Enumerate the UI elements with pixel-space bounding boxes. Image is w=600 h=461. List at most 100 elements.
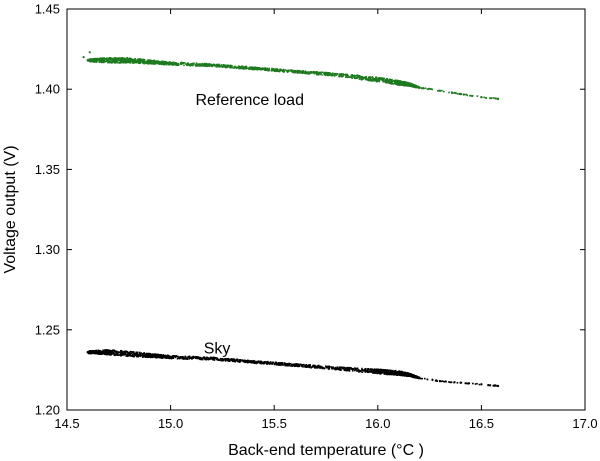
cloud-point [294,71,296,74]
cloud-point [227,64,229,67]
cloud-point [328,366,331,369]
cloud-point [98,61,101,63]
cloud-point [212,358,214,360]
cloud-point [123,61,125,64]
y-tick-label: 1.40 [35,82,60,97]
cloud-point [238,65,240,68]
cloud-point [213,63,216,66]
cloud-point [136,61,139,64]
cloud-point [250,68,252,71]
cloud-point [186,64,188,67]
cloud-point [134,354,137,356]
cloud-point [413,86,416,88]
cloud-point [128,353,130,355]
cloud-point [306,71,309,74]
cloud-point [369,78,372,80]
cloud-point [222,66,224,68]
cloud-point [266,363,268,365]
cloud-point [344,74,347,76]
cloud-point [205,63,208,65]
cloud-point [93,351,96,354]
cloud-point [250,66,252,69]
cloud-point [226,359,229,362]
cloud-point [148,59,151,61]
cloud-point [254,68,257,71]
cloud-point [104,58,106,60]
cloud-point [142,355,145,357]
cloud-point [111,350,114,352]
cloud-point [135,355,138,358]
cloud-point [90,351,93,353]
cloud-point [326,365,329,368]
cloud-point [193,62,195,65]
cloud-point [124,59,127,61]
cloud-point [365,78,368,81]
cloud-point [138,58,141,61]
cloud-point [311,366,313,368]
cloud-point [395,374,398,376]
cloud-point [364,371,367,373]
cloud-point [302,364,304,366]
cloud-point [402,84,405,86]
cloud-point [139,354,142,357]
cloud-point [369,370,372,372]
cloud-point [227,65,230,68]
cloud-point [251,66,253,68]
cloud-point [207,357,209,359]
cloud-point [128,59,131,61]
cloud-point [202,65,204,67]
x-tick-label: 16.0 [365,416,390,431]
cloud-point [138,354,141,357]
cloud-point [480,96,483,98]
cloud-point [337,368,340,371]
cloud-point [261,68,264,71]
cloud-point [115,353,117,356]
cloud-point [341,75,343,78]
cloud-point [387,370,390,372]
cloud-point [471,95,473,98]
cloud-point [330,367,333,369]
cloud-point [219,357,222,360]
cloud-point [197,64,200,67]
cloud-point [164,354,167,357]
cloud-point [358,77,361,80]
cloud-point [322,72,325,74]
cloud-point [152,355,155,358]
cloud-point [149,61,151,63]
cloud-point [413,374,415,377]
cloud-point [269,363,271,365]
cloud-point [321,367,323,370]
cloud-point [280,362,282,365]
cloud-point [202,63,205,66]
cloud-point [402,80,404,83]
cloud-point [242,360,245,363]
cloud-point [196,357,199,360]
cloud-point [131,60,133,62]
cloud-point [323,367,326,370]
cloud-point [361,78,364,81]
data-point [496,384,500,388]
cloud-point [344,367,347,369]
cloud-point [414,376,416,379]
cloud-point [357,75,360,77]
cloud-point [102,60,105,63]
cloud-point [394,80,397,82]
cloud-point [275,70,277,73]
cloud-point [122,351,124,353]
cloud-point [450,91,453,93]
cloud-point [489,384,492,386]
cloud-point [404,83,407,85]
cloud-point [109,61,111,63]
cloud-point [375,370,378,372]
cloud-point [465,93,468,96]
cloud-point [403,81,406,83]
cloud-point [318,365,321,368]
cloud-point [471,382,474,385]
cloud-point [106,57,108,59]
cloud-point [329,72,331,74]
cloud-point [253,67,256,69]
cloud-point [248,67,251,69]
cloud-point [172,356,175,359]
cloud-point [304,70,307,73]
cloud-point [254,66,257,69]
